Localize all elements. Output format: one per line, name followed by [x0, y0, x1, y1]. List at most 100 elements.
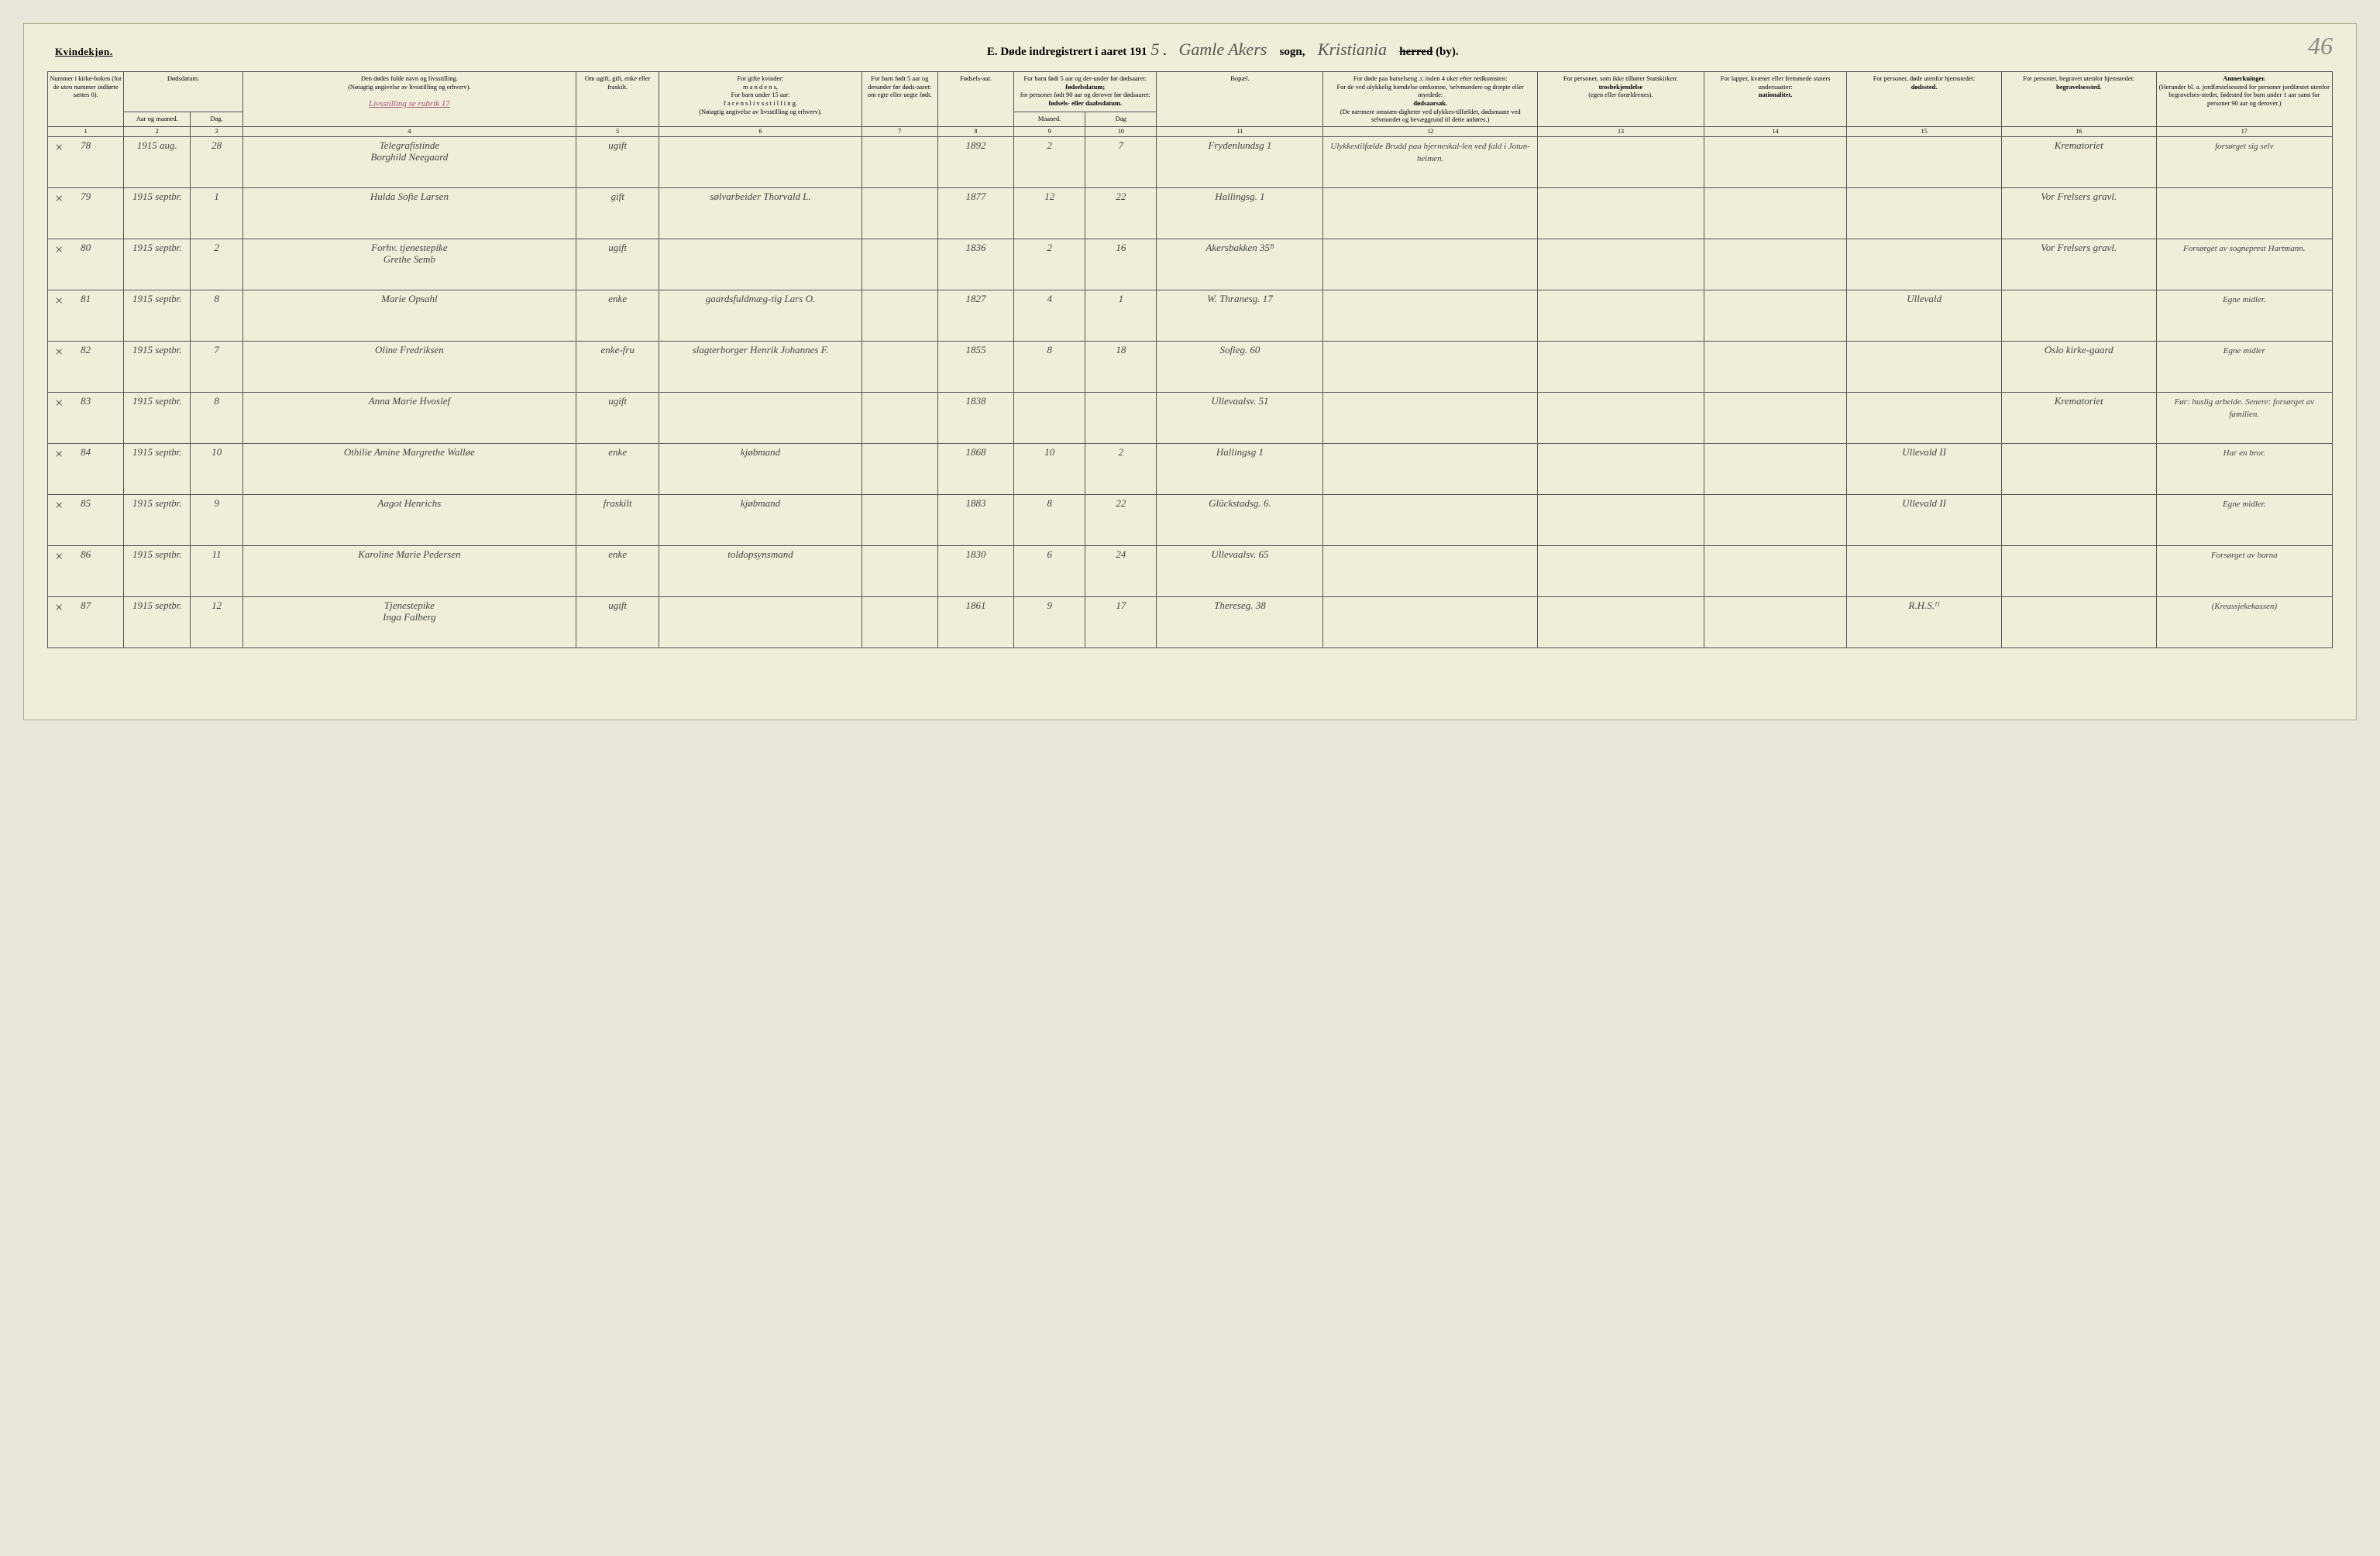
cell: 1836	[937, 239, 1013, 290]
cell	[862, 596, 937, 647]
cell: 1892	[937, 136, 1013, 187]
cell: 6	[1014, 545, 1085, 596]
col-dodsaarsak: For døde paa barselseng ɔ: inden 4 uker …	[1323, 72, 1537, 127]
col-begravelsessted: For personer, begravet utenfor hjemstede…	[2001, 72, 2156, 127]
cell: 10	[191, 443, 243, 494]
col-dodsdatum: Dødsdatum.	[124, 72, 243, 112]
cell	[1323, 545, 1537, 596]
cell: 1868	[937, 443, 1013, 494]
cell	[1537, 392, 1704, 443]
cell	[862, 290, 937, 341]
cell: Ullevaalsv. 51	[1157, 392, 1323, 443]
cell: sølvarbeider Thorvald L.	[659, 187, 862, 239]
cell: Akersbakken 35ᴮ	[1157, 239, 1323, 290]
table-row: ×821915 septbr.7Oline Fredriksenenke-fru…	[48, 341, 2333, 392]
cell: 1	[1085, 290, 1157, 341]
cell: 2	[1014, 136, 1085, 187]
cell: kjøbmand	[659, 494, 862, 545]
cell	[1537, 290, 1704, 341]
col-navn: Den dødes fulde navn og livsstilling. (N…	[242, 72, 576, 127]
cell	[1704, 239, 1846, 290]
cell: Hulda Sofie Larsen	[242, 187, 576, 239]
cell: 9	[1014, 596, 1085, 647]
table-row: ×811915 septbr.8Marie Opsahlenkegaardsfu…	[48, 290, 2333, 341]
cell	[1323, 290, 1537, 341]
cell: Anna Marie Hvoslef	[242, 392, 576, 443]
cell: 9	[191, 494, 243, 545]
cell: 24	[1085, 545, 1157, 596]
cell: 1915 aug.	[124, 136, 191, 187]
cell: ×87	[48, 596, 124, 647]
cell: 28	[191, 136, 243, 187]
cell	[1847, 392, 2002, 443]
cell	[1323, 187, 1537, 239]
cell: Thereseg. 38	[1157, 596, 1323, 647]
cell: Hallingsg 1	[1157, 443, 1323, 494]
table-body: ×781915 aug.28TelegrafistindeBorghild Ne…	[48, 136, 2333, 647]
cell: gift	[576, 187, 659, 239]
cell: ugift	[576, 392, 659, 443]
cell	[2001, 545, 2156, 596]
cell	[1537, 341, 1704, 392]
cell	[1323, 443, 1537, 494]
cell: 1915 septbr.	[124, 443, 191, 494]
cell	[1323, 239, 1537, 290]
cell	[1847, 239, 2002, 290]
cell: ×81	[48, 290, 124, 341]
cell: 1915 septbr.	[124, 494, 191, 545]
cell: ×78	[48, 136, 124, 187]
cell: 12	[1014, 187, 1085, 239]
cell: ×85	[48, 494, 124, 545]
cell: ×86	[48, 545, 124, 596]
cell: Før: huslig arbeide. Senere: forsørget a…	[2156, 392, 2332, 443]
cell: enke	[576, 545, 659, 596]
cell: 10	[1014, 443, 1085, 494]
cell: gaardsfuldmæg-tig Lars O.	[659, 290, 862, 341]
cell	[862, 187, 937, 239]
cell: 1883	[937, 494, 1013, 545]
cell	[1085, 392, 1157, 443]
table-row: ×871915 septbr.12TjenestepikeInga Falber…	[48, 596, 2333, 647]
table-row: ×831915 septbr.8Anna Marie Hvoslefugift1…	[48, 392, 2333, 443]
cell: 11	[191, 545, 243, 596]
cell: toldopsynsmand	[659, 545, 862, 596]
cell: 8	[191, 392, 243, 443]
table-row: ×791915 septbr.1Hulda Sofie Larsengiftsø…	[48, 187, 2333, 239]
cell: (Kreassjekekassen)	[2156, 596, 2332, 647]
cell: Karoline Marie Pedersen	[242, 545, 576, 596]
cell	[1323, 341, 1537, 392]
cell: Har en bror.	[2156, 443, 2332, 494]
cell: 2	[191, 239, 243, 290]
cell: kjøbmand	[659, 443, 862, 494]
cell	[1704, 545, 1846, 596]
cell	[2156, 187, 2332, 239]
cell: Ullevald II	[1847, 443, 2002, 494]
cell	[1537, 136, 1704, 187]
cell	[659, 136, 862, 187]
cell	[862, 443, 937, 494]
cell	[862, 545, 937, 596]
cell	[1704, 341, 1846, 392]
col-nationalitet: For lapper, kvæner eller fremmede stater…	[1704, 72, 1846, 127]
cell: Marie Opsahl	[242, 290, 576, 341]
col-egte: For barn født 5 aar og derunder før døds…	[862, 72, 937, 127]
cell: 8	[191, 290, 243, 341]
col-dodssted: For personer, døde utenfor hjemstedet: d…	[1847, 72, 2002, 127]
cell: 18	[1085, 341, 1157, 392]
cell	[1537, 187, 1704, 239]
cell: Glückstadsg. 6.	[1157, 494, 1323, 545]
cell: Ullevald II	[1847, 494, 2002, 545]
cell	[1847, 187, 2002, 239]
col-dag2: Dag	[1085, 112, 1157, 127]
cell: 1915 septbr.	[124, 290, 191, 341]
cell: 1861	[937, 596, 1013, 647]
cell	[862, 239, 937, 290]
ledger-table: Nummer i kirke-boken (for de uten nummer…	[47, 71, 2333, 648]
cell: ugift	[576, 596, 659, 647]
cell: TjenestepikeInga Falberg	[242, 596, 576, 647]
col-dag: Dag.	[191, 112, 243, 127]
cell: Egne midler.	[2156, 290, 2332, 341]
cell: Vor Frelsers gravl.	[2001, 239, 2156, 290]
cell: 1915 septbr.	[124, 239, 191, 290]
cell: 1915 septbr.	[124, 341, 191, 392]
